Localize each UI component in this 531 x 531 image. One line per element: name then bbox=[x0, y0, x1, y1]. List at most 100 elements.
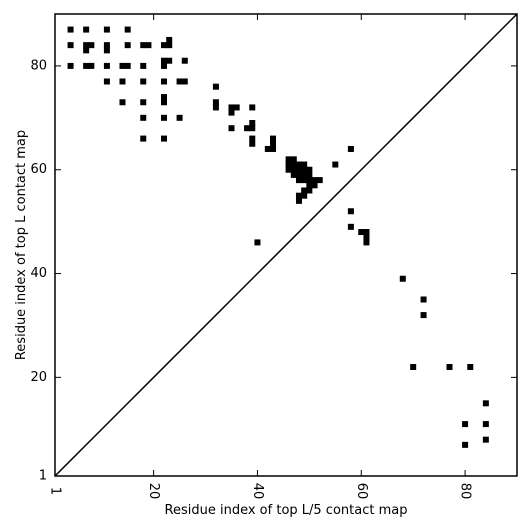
contact-point bbox=[124, 42, 131, 49]
contact-point bbox=[103, 62, 110, 69]
x-tick-label: 60 bbox=[354, 483, 369, 500]
x-tick-label: 40 bbox=[250, 483, 265, 500]
contact-point bbox=[311, 182, 318, 189]
contact-point bbox=[295, 166, 302, 173]
contact-point bbox=[249, 125, 256, 132]
contact-point bbox=[316, 177, 323, 184]
diagonal-line bbox=[54, 13, 518, 477]
y-tick-label: 80 bbox=[30, 58, 47, 73]
contact-point bbox=[83, 26, 90, 33]
contact-point bbox=[244, 125, 251, 132]
contact-point bbox=[140, 78, 147, 85]
y-tick-label: 40 bbox=[30, 266, 47, 281]
contact-point bbox=[306, 166, 313, 173]
contact-point bbox=[88, 62, 95, 69]
contact-point bbox=[332, 161, 339, 168]
contact-point bbox=[358, 229, 365, 236]
y-tick-label: 60 bbox=[30, 162, 47, 177]
contact-point bbox=[295, 171, 302, 178]
contact-point bbox=[83, 47, 90, 54]
contact-point bbox=[181, 57, 188, 64]
contact-point bbox=[301, 192, 308, 199]
contact-point bbox=[301, 187, 308, 194]
contact-point bbox=[140, 135, 147, 142]
y-axis-label: Residue index of top L contact map bbox=[14, 130, 29, 360]
contact-point bbox=[145, 42, 152, 49]
contact-point bbox=[161, 62, 168, 69]
contact-point bbox=[228, 109, 235, 116]
contact-point bbox=[285, 156, 292, 163]
y-tick-label: 1 bbox=[39, 469, 47, 484]
y-tick-label: 20 bbox=[30, 370, 47, 385]
x-tick-label: 20 bbox=[146, 483, 161, 500]
contact-point bbox=[166, 57, 173, 64]
contact-point bbox=[181, 78, 188, 85]
contact-point bbox=[161, 42, 168, 49]
contact-point bbox=[212, 83, 219, 90]
contact-point bbox=[228, 104, 235, 111]
contact-point bbox=[295, 161, 302, 168]
x-tick-label: 80 bbox=[458, 483, 473, 500]
contact-point bbox=[67, 42, 74, 49]
contact-point bbox=[295, 197, 302, 204]
contact-point bbox=[285, 166, 292, 173]
contact-point bbox=[212, 99, 219, 106]
contact-point bbox=[161, 57, 168, 64]
contact-point bbox=[264, 145, 271, 152]
contact-point bbox=[161, 78, 168, 85]
contact-point bbox=[295, 192, 302, 199]
contact-point bbox=[212, 104, 219, 111]
contact-point bbox=[83, 42, 90, 49]
contact-point bbox=[363, 239, 370, 246]
contact-point bbox=[285, 161, 292, 168]
contact-point bbox=[233, 104, 240, 111]
contact-point bbox=[249, 120, 256, 127]
x-axis-label: Residue index of top L/5 contact map bbox=[165, 503, 408, 518]
contact-point bbox=[290, 171, 297, 178]
contact-point bbox=[140, 114, 147, 121]
contact-point bbox=[176, 114, 183, 121]
contact-point bbox=[290, 161, 297, 168]
contact-point bbox=[290, 156, 297, 163]
contact-point bbox=[301, 166, 308, 173]
contact-point bbox=[67, 26, 74, 33]
contact-point bbox=[482, 421, 489, 428]
contact-point bbox=[140, 42, 147, 49]
contact-point bbox=[306, 171, 313, 178]
axis-ticks bbox=[54, 14, 517, 477]
contact-point bbox=[270, 140, 277, 147]
contact-point bbox=[301, 161, 308, 168]
contact-point bbox=[88, 42, 95, 49]
plot-frame bbox=[54, 13, 518, 477]
contact-point bbox=[254, 239, 261, 246]
contact-point bbox=[228, 125, 235, 132]
contact-point bbox=[420, 312, 427, 319]
contact-point bbox=[290, 166, 297, 173]
contact-point bbox=[124, 62, 131, 69]
contact-point bbox=[399, 275, 406, 282]
contact-point bbox=[301, 171, 308, 178]
contact-point bbox=[347, 145, 354, 152]
tick-labels: 1 20 40 60 80 1 20 40 60 80 bbox=[30, 58, 472, 499]
contact-point bbox=[270, 145, 277, 152]
contact-point bbox=[311, 177, 318, 184]
contact-point bbox=[140, 62, 147, 69]
contact-point bbox=[347, 208, 354, 215]
contact-point bbox=[270, 135, 277, 142]
contact-point bbox=[103, 47, 110, 54]
contact-point bbox=[161, 99, 168, 106]
contact-point bbox=[103, 42, 110, 49]
contact-point bbox=[249, 140, 256, 147]
contact-point bbox=[482, 436, 489, 443]
contact-point bbox=[306, 177, 313, 184]
contact-point bbox=[249, 135, 256, 142]
contact-point bbox=[306, 187, 313, 194]
contact-point bbox=[306, 182, 313, 189]
contact-point bbox=[119, 62, 126, 69]
contact-point bbox=[140, 99, 147, 106]
contact-point bbox=[119, 78, 126, 85]
contact-point bbox=[166, 36, 173, 43]
contact-point bbox=[124, 26, 131, 33]
contact-point bbox=[410, 363, 417, 370]
contact-points bbox=[67, 26, 489, 448]
